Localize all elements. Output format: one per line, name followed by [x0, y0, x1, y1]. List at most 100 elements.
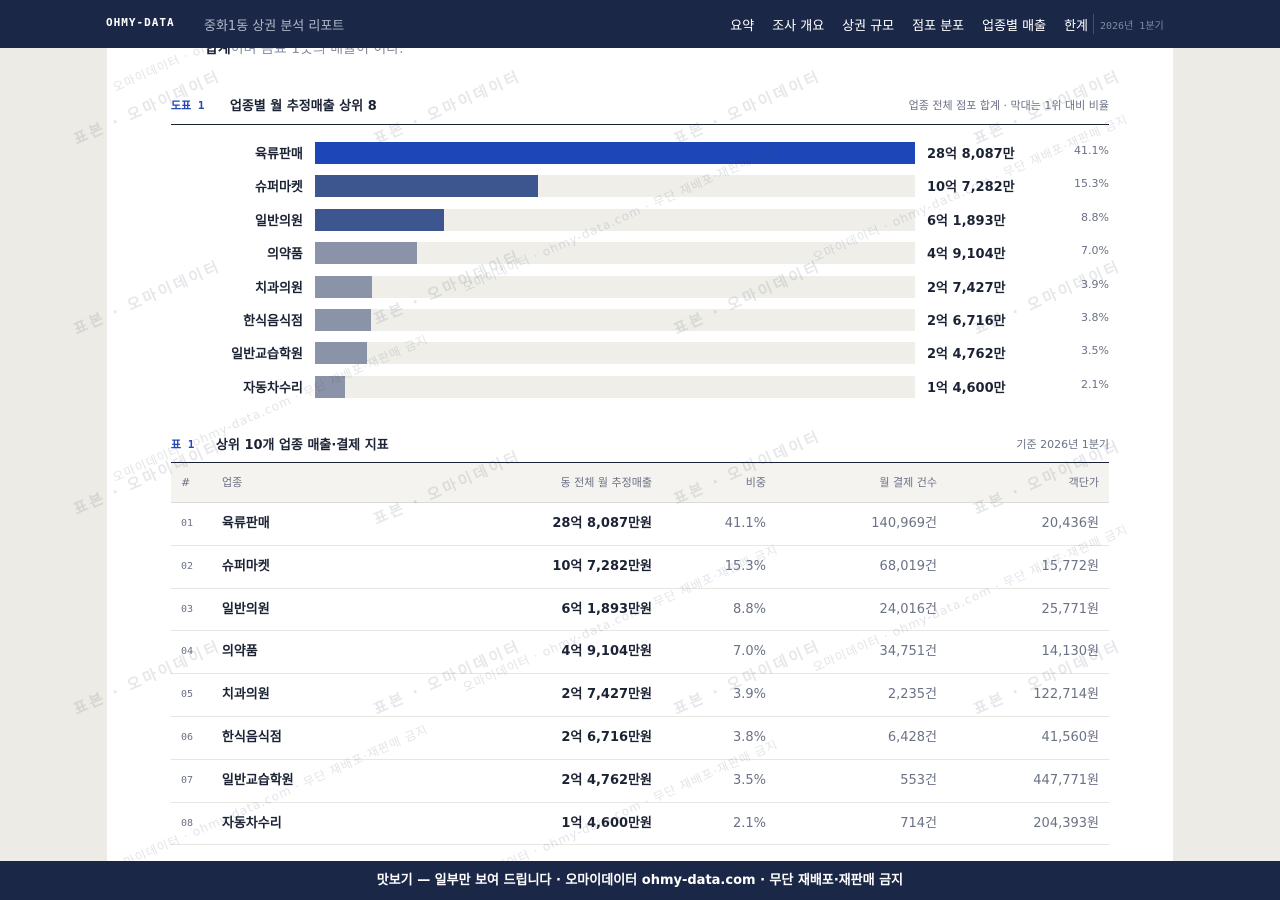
nav-sales-by-industry[interactable]: 업종별 매출	[982, 19, 1047, 34]
row-count: 140,969건	[871, 516, 937, 531]
row-sales: 6억 1,893만원	[561, 601, 652, 617]
table-1-title: 상위 10개 업종 매출·결제 지표	[216, 438, 389, 453]
bar-track	[315, 242, 915, 265]
bar-share-label: 3.9%	[1081, 277, 1109, 291]
bar-share-label: 15.3%	[1074, 177, 1109, 191]
bar-category-label: 치과의원	[255, 280, 303, 296]
bar-value-label: 6억 1,893만	[927, 213, 1006, 229]
chart-row: 의약품 4억 9,104만 7.0%	[171, 236, 1109, 269]
row-industry: 육류판매	[222, 516, 270, 531]
row-industry: 슈퍼마켓	[222, 558, 270, 574]
bar-value-label: 10억 7,282만	[927, 180, 1015, 196]
bar-category-label: 육류판매	[255, 147, 303, 162]
row-industry: 치과의원	[222, 687, 270, 703]
bar-track	[315, 342, 915, 365]
table-row: 01 육류판매 28억 8,087만원 41.1% 140,969건 20,436원	[171, 503, 1109, 546]
bar-share-label: 3.5%	[1081, 344, 1109, 358]
bar-share-label: 3.8%	[1081, 311, 1109, 324]
nav-limitations[interactable]: 한계	[1064, 19, 1088, 34]
col-header-sales: 동 전체 월 추정매출	[560, 476, 652, 489]
section-nav: 요약 조사 개요 상권 규모 점포 분포 업종별 매출 한계	[730, 15, 1088, 34]
col-header-avg: 객단가	[1068, 476, 1099, 489]
nav-survey-overview[interactable]: 조사 개요	[772, 19, 825, 34]
nav-store-distribution[interactable]: 점포 분포	[912, 19, 965, 34]
bar	[315, 242, 418, 265]
chart-row: 일반교습학원 2억 4,762만 3.5%	[171, 336, 1109, 369]
row-share: 2.1%	[732, 815, 766, 831]
row-index: 05	[181, 689, 194, 701]
table-1-note: 기준 2026년 1분기	[1016, 438, 1109, 451]
figure-1-header: 도표 1 업종별 월 추정매출 상위 8 업종 전체 점포 합계 · 막대는 1…	[171, 94, 1109, 125]
row-count: 6,428건	[887, 729, 937, 745]
table-row: 06 한식음식점 2억 6,716만원 3.8% 6,428건 41,560원	[171, 717, 1109, 760]
bar-category-label: 의약품	[267, 247, 303, 263]
row-index: 03	[181, 603, 194, 615]
row-count: 34,751건	[879, 644, 937, 660]
row-count: 68,019건	[879, 558, 937, 574]
bar-category-label: 한식음식점	[243, 314, 303, 329]
bar-value-label: 28억 8,087만	[927, 147, 1015, 162]
bar-category-label: 일반의원	[255, 213, 303, 229]
bar	[315, 275, 373, 298]
row-index: 08	[181, 817, 194, 829]
row-avg-ticket: 20,436원	[1041, 516, 1099, 531]
figure-1-title: 업종별 월 추정매출 상위 8	[230, 99, 377, 114]
table-row: 04 의약품 4억 9,104만원 7.0% 34,751건 14,130원	[171, 631, 1109, 675]
bar	[315, 342, 367, 365]
row-index: 07	[181, 774, 194, 786]
bar-category-label: 일반교습학원	[231, 347, 303, 363]
row-count: 24,016건	[879, 601, 937, 617]
row-sales: 10억 7,282만원	[552, 558, 652, 574]
row-index: 04	[181, 646, 194, 658]
row-share: 3.5%	[732, 772, 766, 788]
bar	[315, 309, 371, 331]
table-row: 08 자동차수리 1억 4,600만원 2.1% 714건 204,393원	[171, 803, 1109, 846]
sales-bar-chart: 육류판매 28억 8,087만 41.1% 슈퍼마켓 10억 7,282만 15.3% 일반…	[171, 136, 1109, 406]
row-industry: 자동차수리	[222, 815, 282, 831]
table-row: 07 일반교습학원 2억 4,762만원 3.5% 553건 447,771원	[171, 760, 1109, 803]
table-row: 03 일반의원 6억 1,893만원 8.8% 24,016건 25,771원	[171, 589, 1109, 632]
chart-row: 슈퍼마켓 10억 7,282만 15.3%	[171, 169, 1109, 202]
brand-logo[interactable]: OHMY-DATA	[106, 16, 175, 29]
row-sales: 1억 4,600만원	[561, 815, 652, 831]
row-sales: 2억 6,716만원	[561, 729, 652, 745]
chart-row: 자동차수리 1억 4,600만 2.1%	[171, 370, 1109, 403]
row-share: 8.8%	[732, 601, 766, 617]
bar-category-label: 자동차수리	[243, 380, 303, 396]
bar	[315, 208, 444, 231]
row-index: 02	[181, 560, 194, 572]
row-avg-ticket: 41,560원	[1041, 729, 1099, 745]
row-industry: 의약품	[222, 644, 258, 660]
row-sales: 28억 8,087만원	[552, 516, 652, 531]
row-count: 2,235건	[887, 687, 937, 703]
bar	[315, 175, 539, 198]
table-row: 02 슈퍼마켓 10억 7,282만원 15.3% 68,019건 15,772원	[171, 546, 1109, 589]
period-label: 2026년 1분기	[1100, 21, 1164, 32]
bar-value-label: 4억 9,104만	[927, 247, 1006, 263]
row-industry: 한식음식점	[222, 729, 282, 745]
bar-share-label: 8.8%	[1081, 210, 1109, 224]
bar	[315, 142, 915, 164]
table-1-header: 표 1 상위 10개 업종 매출·결제 지표 기준 2026년 1분기	[171, 432, 1109, 463]
bar-value-label: 2억 7,427만	[927, 280, 1006, 296]
bar-category-label: 슈퍼마켓	[255, 180, 303, 196]
row-avg-ticket: 204,393원	[1033, 815, 1099, 831]
row-avg-ticket: 447,771원	[1033, 772, 1099, 788]
nav-summary[interactable]: 요약	[730, 19, 755, 34]
row-index: 06	[181, 731, 194, 743]
col-header-industry: 업종	[222, 476, 243, 489]
row-count: 714건	[900, 815, 937, 831]
row-share: 3.8%	[732, 729, 766, 745]
bar-share-label: 41.1%	[1074, 144, 1109, 157]
figure-1-note: 업종 전체 점포 합계 · 막대는 1위 대비 비율	[908, 99, 1109, 112]
bar-track	[315, 309, 915, 331]
chart-row: 치과의원 2억 7,427만 3.9%	[171, 270, 1109, 303]
row-avg-ticket: 25,771원	[1041, 601, 1099, 617]
bar-share-label: 2.1%	[1081, 377, 1109, 391]
row-industry: 일반교습학원	[222, 772, 294, 788]
report-sheet: 합계이며 음료 1곳의 배율이 이다. 도표 1 업종별 월 추정매출 상위 8…	[107, 0, 1173, 900]
col-header-count: 월 결제 건수	[879, 476, 937, 489]
nav-market-size[interactable]: 상권 규모	[842, 19, 895, 34]
bar-track	[315, 275, 915, 298]
chart-row: 일반의원 6억 1,893만 8.8%	[171, 203, 1109, 236]
